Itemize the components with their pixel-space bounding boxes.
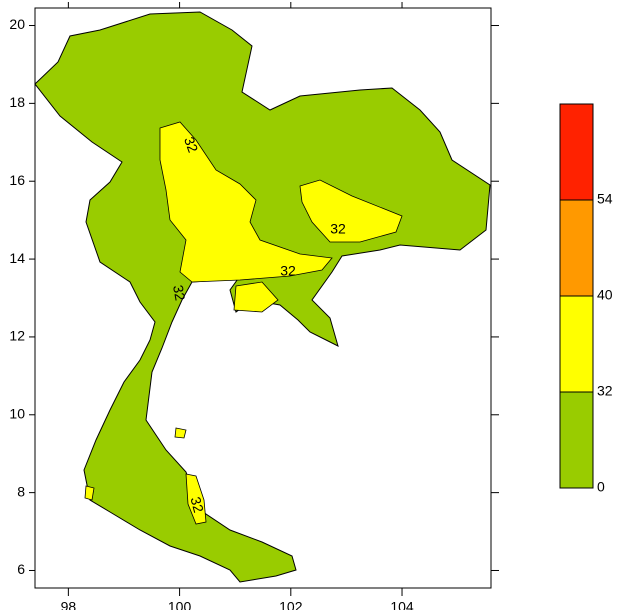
y-tick-label: 20 bbox=[9, 16, 25, 32]
contour-label: 32 bbox=[280, 263, 296, 279]
island bbox=[174, 427, 187, 439]
colorbar-segment bbox=[559, 295, 594, 393]
colorbar-label: 0 bbox=[597, 479, 605, 495]
land bbox=[34, 11, 491, 583]
colorbar-segment bbox=[559, 391, 594, 489]
x-tick-label: 98 bbox=[61, 599, 77, 610]
colorbar-segment bbox=[559, 199, 594, 297]
x-tick-label: 102 bbox=[279, 599, 303, 610]
colorbar-segment bbox=[559, 103, 594, 201]
colorbar-label: 40 bbox=[597, 287, 613, 303]
y-tick-label: 18 bbox=[9, 94, 25, 110]
contour-label: 32 bbox=[188, 495, 208, 514]
y-tick-label: 10 bbox=[9, 405, 25, 421]
contour-label: 32 bbox=[330, 221, 346, 237]
y-tick-label: 8 bbox=[17, 483, 25, 499]
colorbar-label: 54 bbox=[597, 191, 613, 207]
y-tick-label: 14 bbox=[9, 250, 25, 266]
contour-32-40 bbox=[185, 473, 207, 525]
contour-32-40 bbox=[233, 281, 279, 313]
contour-32-40 bbox=[159, 121, 333, 283]
colorbar: 0 32 40 54 bbox=[559, 103, 613, 495]
contour-label: 32 bbox=[181, 135, 201, 155]
contour-labels: 32 32 32 32 32 bbox=[170, 135, 346, 515]
y-tick-label: 16 bbox=[9, 172, 25, 188]
y-tick-label: 12 bbox=[9, 328, 25, 344]
y-tick-label: 6 bbox=[17, 561, 25, 577]
map-frame bbox=[34, 7, 492, 589]
contour-label: 32 bbox=[170, 284, 188, 302]
x-tick-label: 100 bbox=[168, 599, 192, 610]
island bbox=[84, 485, 95, 501]
colorbar-label: 32 bbox=[597, 383, 613, 399]
contour-32-40 bbox=[299, 179, 403, 243]
x-tick-label: 104 bbox=[390, 599, 414, 610]
